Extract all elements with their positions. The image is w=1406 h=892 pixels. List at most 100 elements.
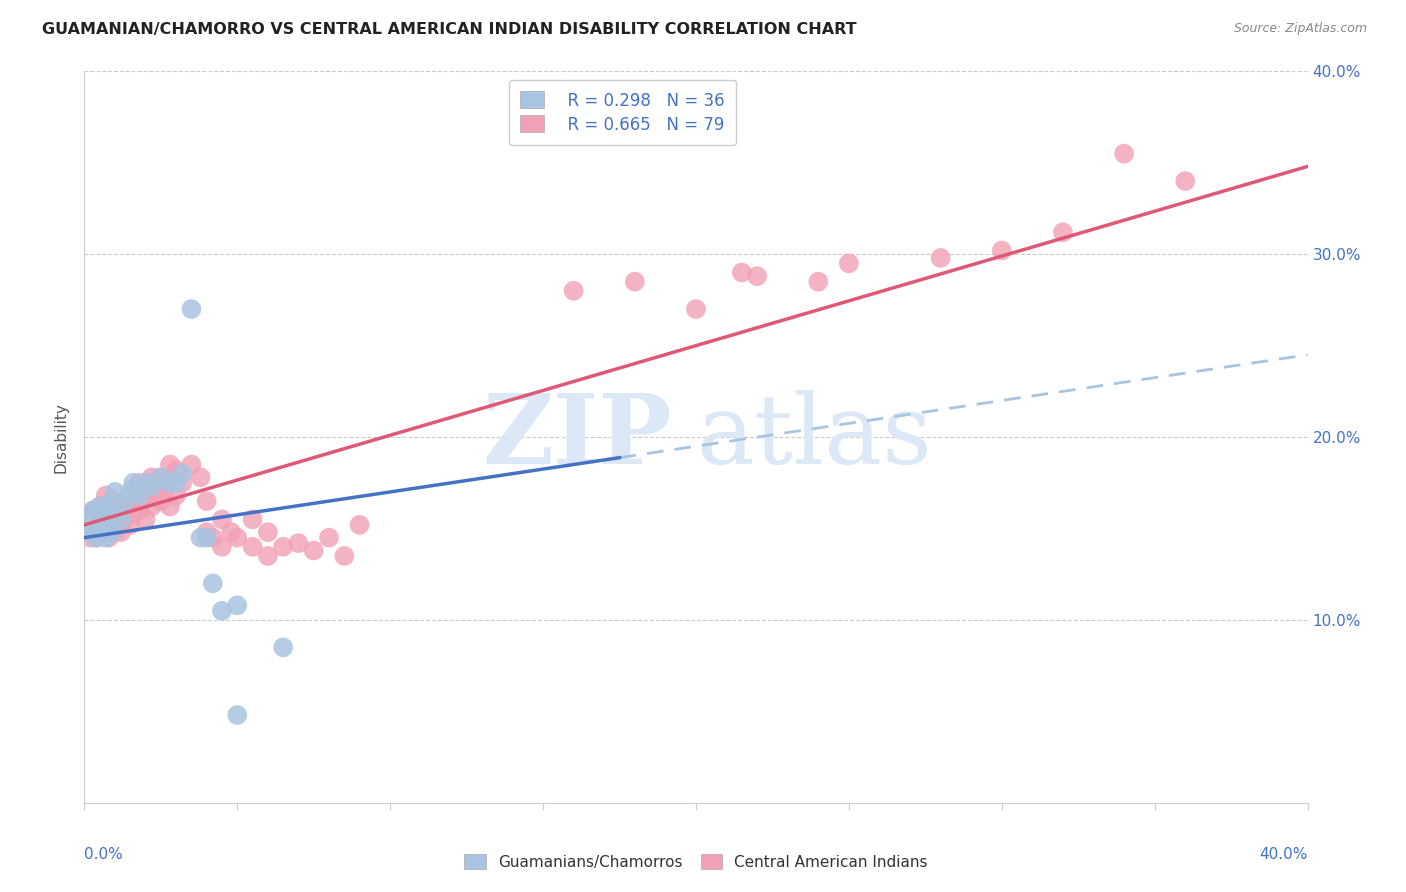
Point (180, 301, 202, 317)
Point (211, 540, 233, 554)
Point (91, 500, 114, 514)
Point (159, 475, 181, 490)
Point (190, 531, 212, 545)
Point (107, 512, 129, 526)
Point (211, 604, 233, 618)
Point (89, 525, 111, 540)
Point (731, 266, 754, 280)
Point (97, 507, 120, 521)
Point (91, 521, 114, 535)
Point (91, 525, 114, 540)
Point (271, 640, 294, 655)
Point (83, 503, 105, 517)
Point (83, 503, 105, 517)
Text: atlas: atlas (696, 390, 932, 484)
Point (149, 494, 172, 508)
Point (91, 512, 114, 526)
Point (128, 475, 150, 490)
Point (138, 475, 160, 490)
Point (86, 531, 108, 545)
Point (149, 470, 172, 484)
Point (302, 543, 325, 558)
Point (141, 479, 163, 493)
Point (1114, 146, 1136, 161)
Point (86, 507, 108, 521)
Point (120, 489, 142, 503)
Point (112, 512, 135, 526)
Point (159, 500, 181, 514)
Point (141, 470, 163, 484)
Point (104, 525, 127, 540)
Point (242, 512, 264, 526)
Point (120, 485, 142, 500)
Point (287, 536, 309, 550)
Point (122, 475, 145, 490)
Point (195, 531, 218, 545)
Point (94, 512, 117, 526)
Point (135, 475, 157, 490)
Point (226, 531, 249, 545)
Point (242, 540, 264, 554)
Point (110, 525, 132, 540)
Point (201, 531, 224, 545)
Point (165, 489, 187, 503)
Text: 0.0%: 0.0% (84, 847, 124, 862)
Point (135, 489, 157, 503)
Legend: Guamanians/Chamorros, Central American Indians: Guamanians/Chamorros, Central American I… (458, 847, 934, 876)
Point (156, 475, 179, 490)
Point (83, 521, 105, 535)
Point (76, 512, 98, 526)
Point (89, 500, 111, 514)
Point (97, 498, 120, 512)
Point (333, 549, 356, 563)
Point (271, 540, 294, 554)
Point (318, 531, 340, 545)
Point (195, 525, 218, 540)
Point (110, 500, 132, 514)
Point (79, 525, 101, 540)
Point (195, 494, 218, 508)
Point (991, 244, 1014, 258)
Point (135, 512, 157, 526)
Point (104, 503, 127, 517)
Point (153, 485, 176, 500)
Point (86, 531, 108, 545)
Point (128, 489, 150, 503)
Point (101, 525, 124, 540)
Text: Source: ZipAtlas.com: Source: ZipAtlas.com (1233, 22, 1367, 36)
Text: 40.0%: 40.0% (1260, 847, 1308, 862)
Text: ZIP: ZIP (482, 390, 672, 484)
Point (172, 475, 194, 490)
Point (1174, 174, 1197, 188)
Point (226, 599, 249, 613)
Point (165, 463, 187, 477)
Point (201, 576, 224, 591)
Point (122, 507, 145, 521)
Point (165, 475, 187, 490)
Point (141, 500, 163, 514)
Point (562, 284, 585, 298)
Point (226, 708, 249, 723)
Point (97, 531, 120, 545)
Point (747, 269, 769, 284)
Point (149, 470, 172, 484)
Point (807, 275, 830, 289)
Point (89, 500, 111, 514)
Point (94, 531, 117, 545)
Point (101, 512, 124, 526)
Point (131, 494, 153, 508)
Point (76, 512, 98, 526)
Point (125, 481, 148, 495)
Point (115, 494, 138, 508)
Point (112, 494, 135, 508)
Point (257, 525, 280, 540)
Point (97, 512, 120, 526)
Point (79, 507, 101, 521)
Point (83, 525, 105, 540)
Point (89, 517, 111, 532)
Point (120, 517, 142, 532)
Point (211, 512, 233, 526)
Point (86, 507, 108, 521)
Point (79, 531, 101, 545)
Point (104, 507, 127, 521)
